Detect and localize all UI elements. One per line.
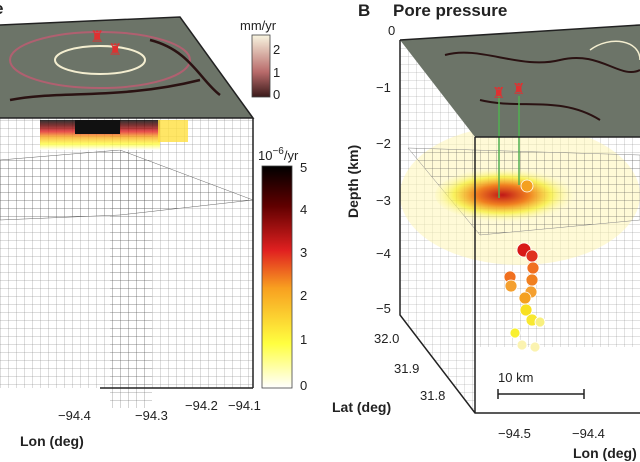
panel-a-title: e (0, 0, 3, 18)
scale-bar (497, 389, 585, 399)
well-icon: ♜ (108, 42, 122, 59)
depth-tick: −4 (376, 246, 391, 261)
well-icon: ♜ (512, 81, 525, 98)
colorbar-tick: 1 (273, 65, 280, 80)
panel-title: Pore pressure (393, 1, 507, 20)
contour (589, 40, 640, 61)
colorbar-tick: 1 (300, 332, 307, 347)
panel-b: B Pore pressure ♜ ♜ 0 −1 −2 −3 −4 −5 D (332, 1, 640, 461)
box-edges (0, 16, 255, 389)
vertical-slice (110, 118, 152, 408)
surface-colorbar-unit: mm/yr (240, 18, 277, 33)
lon-tick: −94.3 (135, 408, 168, 423)
lon-tick: −94.4 (58, 408, 91, 423)
strain-peak (75, 120, 120, 134)
lat-tick: 31.8 (420, 388, 445, 403)
depth-tick: 0 (388, 23, 395, 38)
lon-tick: −94.1 (228, 398, 261, 413)
lat-tick: 32.0 (374, 331, 399, 346)
colorbar-tick: 3 (300, 245, 307, 260)
lon-tick: −94.5 (498, 426, 531, 441)
lat-axis-label: Lat (deg) (332, 399, 391, 415)
lat-tick: 31.9 (394, 361, 419, 376)
panel-letter: B (358, 1, 370, 20)
contour (9, 31, 191, 89)
surface-colorbar (251, 34, 271, 98)
depth-tick: −5 (376, 301, 391, 316)
colorbar-tick: 2 (273, 42, 280, 57)
lon-axis-label: Lon (deg) (573, 445, 637, 461)
depth-tick: −2 (376, 136, 391, 151)
box-edges (399, 24, 640, 414)
surface-map (0, 17, 253, 118)
contour (444, 51, 640, 121)
depth-tick: −3 (376, 193, 391, 208)
well-icon: ♜ (90, 29, 104, 46)
scale-bar-label: 10 km (498, 370, 533, 385)
earthquake-markers (503, 179, 546, 353)
strain-colorbar-unit: 10−6/yr (258, 146, 299, 163)
lon-tick: −94.4 (572, 426, 605, 441)
depth-tick: −1 (376, 80, 391, 95)
contour (54, 45, 146, 75)
colorbar-tick: 4 (300, 202, 307, 217)
colorbar-tick: 2 (300, 288, 307, 303)
well-icon: ♜ (492, 85, 505, 102)
lon-axis-label: Lon (deg) (20, 433, 84, 449)
contour (9, 38, 221, 102)
strain-colorbar (261, 165, 293, 389)
colorbar-tick: 0 (300, 378, 307, 393)
colorbar-tick: 5 (300, 160, 307, 175)
pore-pressure-anomaly (435, 167, 585, 223)
depth-axis-label: Depth (km) (345, 145, 361, 218)
lon-tick: −94.2 (185, 398, 218, 413)
colorbar-tick: 0 (273, 87, 280, 102)
strain-anomaly-side (158, 120, 188, 142)
panel-a: e ♜ ♜ mm/yr 2 1 0 10−6/yr 5 4 3 2 1 0 −9… (0, 0, 307, 449)
